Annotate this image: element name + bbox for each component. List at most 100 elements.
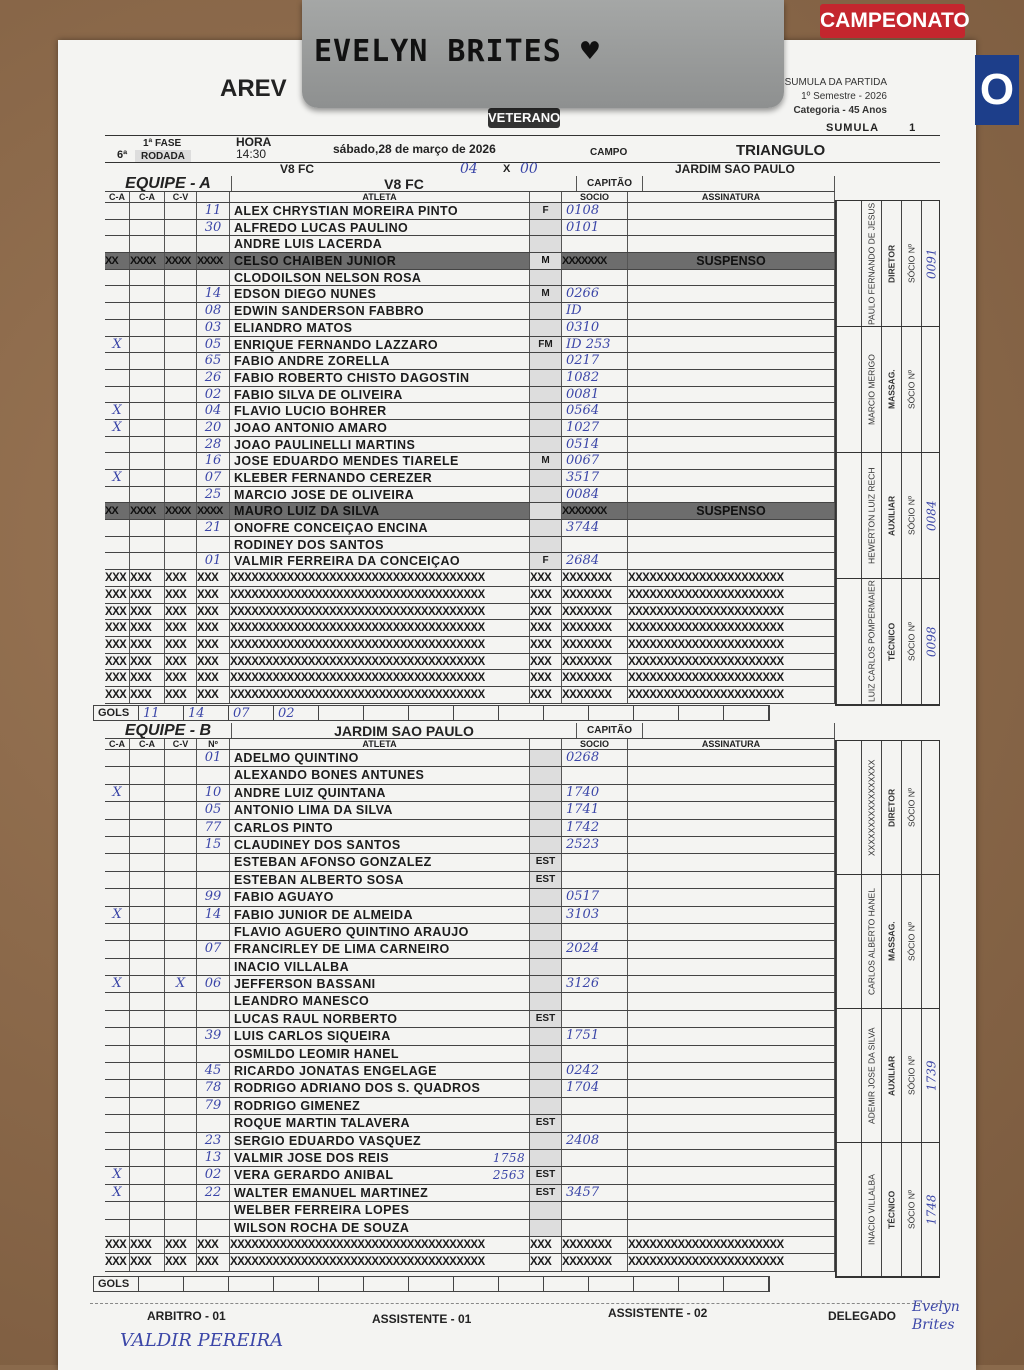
ca-cell: XXXX [130, 253, 165, 269]
number-cell: XXXX [197, 503, 230, 520]
semester: 1º Semestre - 2026 [801, 91, 887, 102]
void-cell: XXXXXXX [562, 670, 628, 686]
signature-cell [628, 553, 835, 570]
player-row: 78 RODRIGO ADRIANO DOS S. QUADROS 1704 [105, 1080, 835, 1098]
signature-cell [628, 1097, 835, 1115]
yellow-card-cell [105, 553, 130, 570]
signature-cell [628, 269, 835, 286]
socio-number: 1741 [562, 802, 628, 819]
staff-role-label: TÉCNICO [881, 579, 901, 704]
red-card-cell [165, 1028, 197, 1045]
yellow-card-cell [130, 1045, 165, 1063]
shirt-number: 45 [197, 1063, 230, 1080]
arev-logo: AREV [220, 75, 287, 102]
void-cell: XXXXXXX [562, 636, 628, 653]
col-ca: C-A [105, 192, 130, 202]
col-assinatura: ASSINATURA [628, 192, 835, 202]
void-cell: XXXXXXXXXXXXXXXXXXXXXX [628, 1254, 835, 1271]
signature-cell [628, 219, 835, 236]
staff-name: HEWERTON LUIZ RECH [861, 453, 881, 578]
shirt-number [197, 767, 230, 784]
veterano-badge: VETERANO [488, 108, 560, 128]
sumula-number-value: 1 [909, 122, 917, 134]
team-b-name: JARDIM SAO PAULO [232, 723, 577, 738]
socio-number [562, 993, 628, 1010]
staff-signature [836, 579, 861, 704]
void-cell: XXXXXXX [562, 620, 628, 636]
socio-cell: XXXXXXX [562, 253, 628, 269]
col-ca: C-A [105, 739, 130, 749]
player-name: ANDRE LUIZ QUINTANA [230, 784, 530, 802]
staff-name: CARLOS ALBERTO HANEL [861, 875, 881, 1008]
void-cell: XXXXXXXXXXXXXXXXXXXXXX [628, 670, 835, 686]
red-card-cell [165, 386, 197, 403]
yellow-card-cell [130, 236, 165, 253]
void-row: XXX XXX XXX XXX XXXXXXXXXXXXXXXXXXXXXXXXXXXX… [105, 570, 835, 587]
player-tag [530, 419, 562, 436]
player-row: INACIO VILLALBA [105, 958, 835, 977]
shirt-number: 08 [197, 303, 230, 319]
player-row: X 20 JOAO ANTONIO AMARO 1027 [105, 419, 835, 437]
player-row: X 10 ANDRE LUIZ QUINTANA 1740 [105, 784, 835, 803]
yellow-card-cell [130, 353, 165, 369]
player-name: CARLOS PINTO [230, 819, 530, 836]
shirt-number [197, 1202, 230, 1219]
player-name: WILSON ROCHA DE SOUZA [230, 1219, 530, 1236]
socio-number: 1742 [562, 819, 628, 836]
staff-signature [836, 741, 861, 874]
yellow-card-cell [105, 453, 130, 469]
shirt-number: 26 [197, 369, 230, 386]
void-row: XXX XXX XXX XXX XXXXXXXXXXXXXXXXXXXXXXXXXXXX… [105, 1236, 835, 1255]
yellow-card-cell: X [105, 976, 130, 993]
socio-number: 1751 [562, 1028, 628, 1045]
staff-socio: 1748 [921, 1143, 939, 1276]
staff-signature [836, 1009, 861, 1142]
staff-signature [836, 875, 861, 1008]
goal-entry [409, 706, 454, 720]
staff-role-label: TÉCNICO [881, 1143, 901, 1276]
yellow-card-cell [105, 819, 130, 836]
void-cell: XXX [165, 1236, 197, 1254]
socio-n-label: SÓCIO Nº [901, 579, 921, 704]
player-row: 65 FABIO ANDRE ZORELLA 0217 [105, 353, 835, 370]
shirt-number: 02 [197, 1167, 230, 1184]
player-tag [530, 353, 562, 369]
player-name: ADELMO QUINTINO [230, 750, 530, 767]
void-cell: XXX [197, 1236, 230, 1254]
staff-role-label: MASSAG. [881, 327, 901, 452]
sticker-digit: O [975, 55, 1019, 125]
shirt-number: 10 [197, 784, 230, 802]
goal-entry: 02 [274, 706, 319, 720]
shirt-number [197, 1219, 230, 1236]
yellow-card-cell: X [105, 470, 130, 486]
signature-cell [628, 871, 835, 889]
void-cell: XXXXXXX [562, 1254, 628, 1271]
player-name: ALFREDO LUCAS PAULINO [230, 219, 530, 236]
yellow-card-cell [105, 836, 130, 854]
yellow-card-cell [105, 958, 130, 976]
player-row: WILSON ROCHA DE SOUZA [105, 1219, 835, 1237]
yellow-card-cell [130, 403, 165, 419]
void-cell: XXX [130, 1236, 165, 1254]
signature-cell [628, 353, 835, 369]
player-row: LEANDRO MANESCO [105, 993, 835, 1011]
yellow-card-cell [105, 236, 130, 253]
void-cell: XXX [530, 603, 562, 620]
red-card-cell: X [165, 976, 197, 993]
socio-n-label: SÓCIO Nº [901, 875, 921, 1008]
socio-number: 3744 [562, 520, 628, 536]
signature-cell [628, 750, 835, 767]
red-card-cell [165, 1063, 197, 1080]
yellow-card-cell [130, 976, 165, 993]
player-tag [530, 403, 562, 419]
player-tag [530, 767, 562, 784]
void-cell: XXXXXXXXXXXXXXXXXXXXXXXXXXXXXXXXXXXX [230, 636, 530, 653]
yellow-card-cell [130, 871, 165, 889]
col-number [197, 192, 230, 202]
yellow-card-cell [130, 1115, 165, 1132]
yellow-card-cell [130, 436, 165, 453]
divider [105, 135, 940, 136]
signature-cell [628, 993, 835, 1010]
void-row: XXX XXX XXX XXX XXXXXXXXXXXXXXXXXXXXXXXXXXXX… [105, 670, 835, 687]
red-card-cell [165, 1132, 197, 1149]
